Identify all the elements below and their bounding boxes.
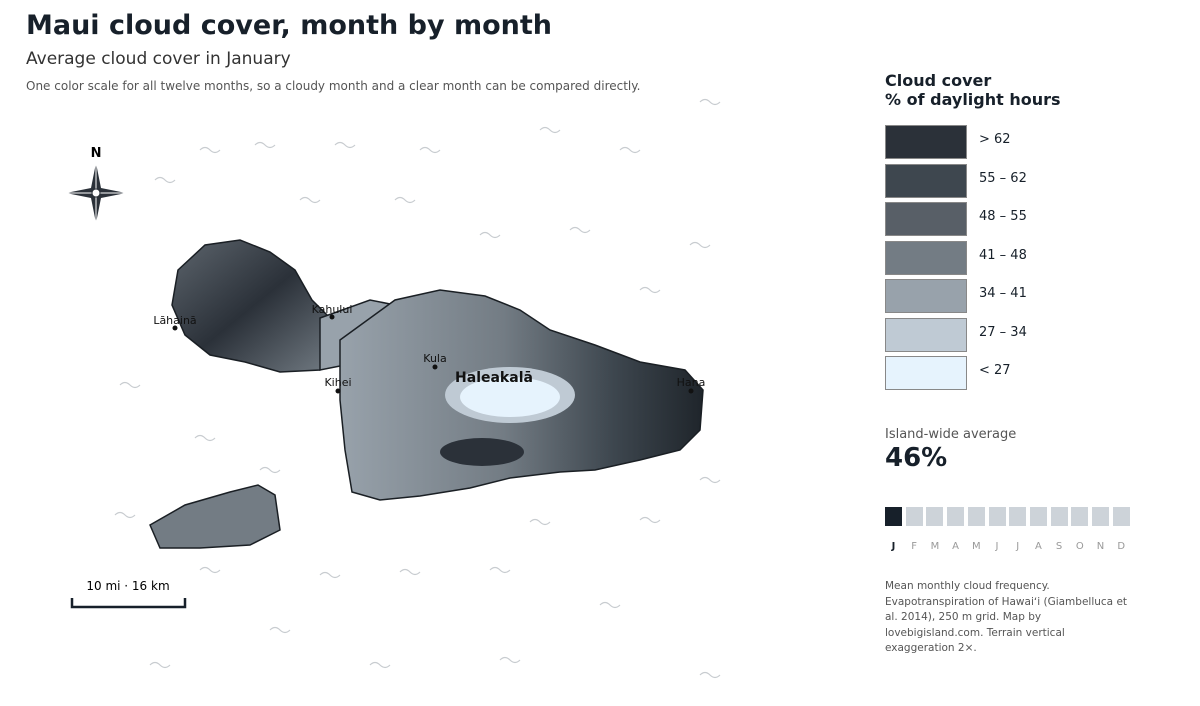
month-button[interactable] (1092, 507, 1109, 526)
month-label: M (971, 541, 981, 552)
compass: N (66, 146, 126, 223)
month-label: M (930, 541, 940, 552)
source-note: Mean monthly cloud frequency. Evapotrans… (885, 580, 1128, 654)
month-label: J (1016, 541, 1020, 552)
legend-swatch (885, 240, 967, 275)
month-button[interactable] (1050, 507, 1068, 526)
month-button[interactable] (967, 507, 985, 526)
title: Maui cloud cover, month by month (26, 10, 552, 41)
place-label: Kihei (324, 376, 351, 389)
legend-swatch (885, 279, 967, 313)
month-button[interactable] (926, 507, 944, 526)
month-button[interactable] (1029, 507, 1047, 526)
month-button[interactable] (1009, 507, 1027, 526)
scale-label: 10 mi · 16 km (86, 579, 169, 593)
place-label: Kahului (312, 303, 353, 316)
summary-value: 46% (885, 443, 948, 473)
legend-label: 48 – 55 (979, 209, 1027, 224)
legend-label: < 27 (979, 363, 1011, 378)
summit-clear (460, 377, 560, 417)
month-button[interactable] (1112, 507, 1130, 526)
month-button[interactable] (947, 507, 965, 526)
cloud-band (440, 438, 524, 466)
month-label: A (1034, 541, 1042, 552)
north-label: N (91, 146, 102, 161)
summary-label: Island-wide average (885, 427, 1017, 442)
legend-swatch (885, 125, 967, 159)
place-label: Lāhainā (153, 314, 196, 327)
month-button[interactable] (885, 507, 902, 526)
legend-label: > 62 (979, 132, 1011, 147)
legend-label: 27 – 34 (979, 324, 1027, 340)
legend-swatch (885, 317, 967, 352)
month-label: J (891, 541, 896, 552)
legend-label: 41 – 48 (979, 247, 1027, 263)
month-label: O (1075, 541, 1084, 552)
place-label: Hana (677, 376, 706, 389)
legend-label: 55 – 62 (979, 170, 1027, 186)
subtitle: Average cloud cover in January (26, 49, 291, 69)
legend-label: 34 – 41 (979, 286, 1027, 301)
month-label: F (911, 541, 918, 552)
west-maui (171, 239, 335, 373)
month-label: J (995, 541, 999, 552)
month-button[interactable] (905, 507, 923, 526)
legend-swatch (885, 356, 967, 390)
month-button[interactable] (1071, 507, 1089, 526)
legend-title: Cloud cover % of daylight hours (885, 71, 1061, 109)
legend-title-line: % of daylight hours (885, 90, 1061, 109)
legend-swatch (885, 163, 967, 198)
month-label: A (952, 541, 960, 552)
month-label: N (1096, 541, 1105, 552)
map: N Lāhainā Kahului Kula Kihei Hana Haleak… (66, 98, 721, 679)
scale-bar: 10 mi · 16 km (70, 579, 187, 609)
peak-label: Haleakalā (455, 370, 533, 386)
place-label: Kula (423, 352, 446, 365)
month-button[interactable] (988, 507, 1006, 526)
kahoolawe (149, 484, 281, 549)
month-label: D (1117, 541, 1126, 552)
legend-title-line: Cloud cover (885, 71, 992, 90)
note: One color scale for all twelve months, s… (26, 79, 641, 93)
legend-swatch (885, 202, 967, 236)
month-label: S (1055, 541, 1063, 552)
